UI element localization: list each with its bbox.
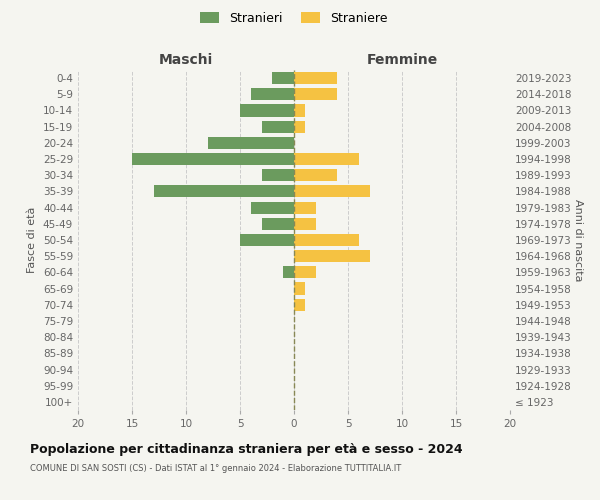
Bar bbox=[294, 153, 359, 165]
Bar bbox=[294, 234, 359, 246]
Bar bbox=[272, 72, 294, 84]
Bar bbox=[240, 104, 294, 117]
Bar bbox=[132, 153, 294, 165]
Text: Popolazione per cittadinanza straniera per età e sesso - 2024: Popolazione per cittadinanza straniera p… bbox=[30, 442, 463, 456]
Bar bbox=[294, 120, 305, 132]
Bar bbox=[294, 282, 305, 294]
Bar bbox=[251, 88, 294, 101]
Bar bbox=[262, 120, 294, 132]
Y-axis label: Fasce di età: Fasce di età bbox=[28, 207, 37, 273]
Bar bbox=[283, 266, 294, 278]
Bar bbox=[294, 202, 316, 213]
Bar bbox=[294, 250, 370, 262]
Bar bbox=[154, 186, 294, 198]
Bar bbox=[294, 298, 305, 311]
Bar bbox=[251, 202, 294, 213]
Bar bbox=[294, 72, 337, 84]
Y-axis label: Anni di nascita: Anni di nascita bbox=[573, 198, 583, 281]
Text: COMUNE DI SAN SOSTI (CS) - Dati ISTAT al 1° gennaio 2024 - Elaborazione TUTTITAL: COMUNE DI SAN SOSTI (CS) - Dati ISTAT al… bbox=[30, 464, 401, 473]
Bar bbox=[294, 186, 370, 198]
Bar bbox=[262, 218, 294, 230]
Bar bbox=[262, 169, 294, 181]
Bar bbox=[294, 104, 305, 117]
Legend: Stranieri, Straniere: Stranieri, Straniere bbox=[196, 6, 392, 30]
Bar bbox=[208, 137, 294, 149]
Bar bbox=[240, 234, 294, 246]
Text: Maschi: Maschi bbox=[159, 53, 213, 67]
Text: Femmine: Femmine bbox=[367, 53, 437, 67]
Bar bbox=[294, 88, 337, 101]
Bar bbox=[294, 218, 316, 230]
Bar bbox=[294, 266, 316, 278]
Bar bbox=[294, 169, 337, 181]
